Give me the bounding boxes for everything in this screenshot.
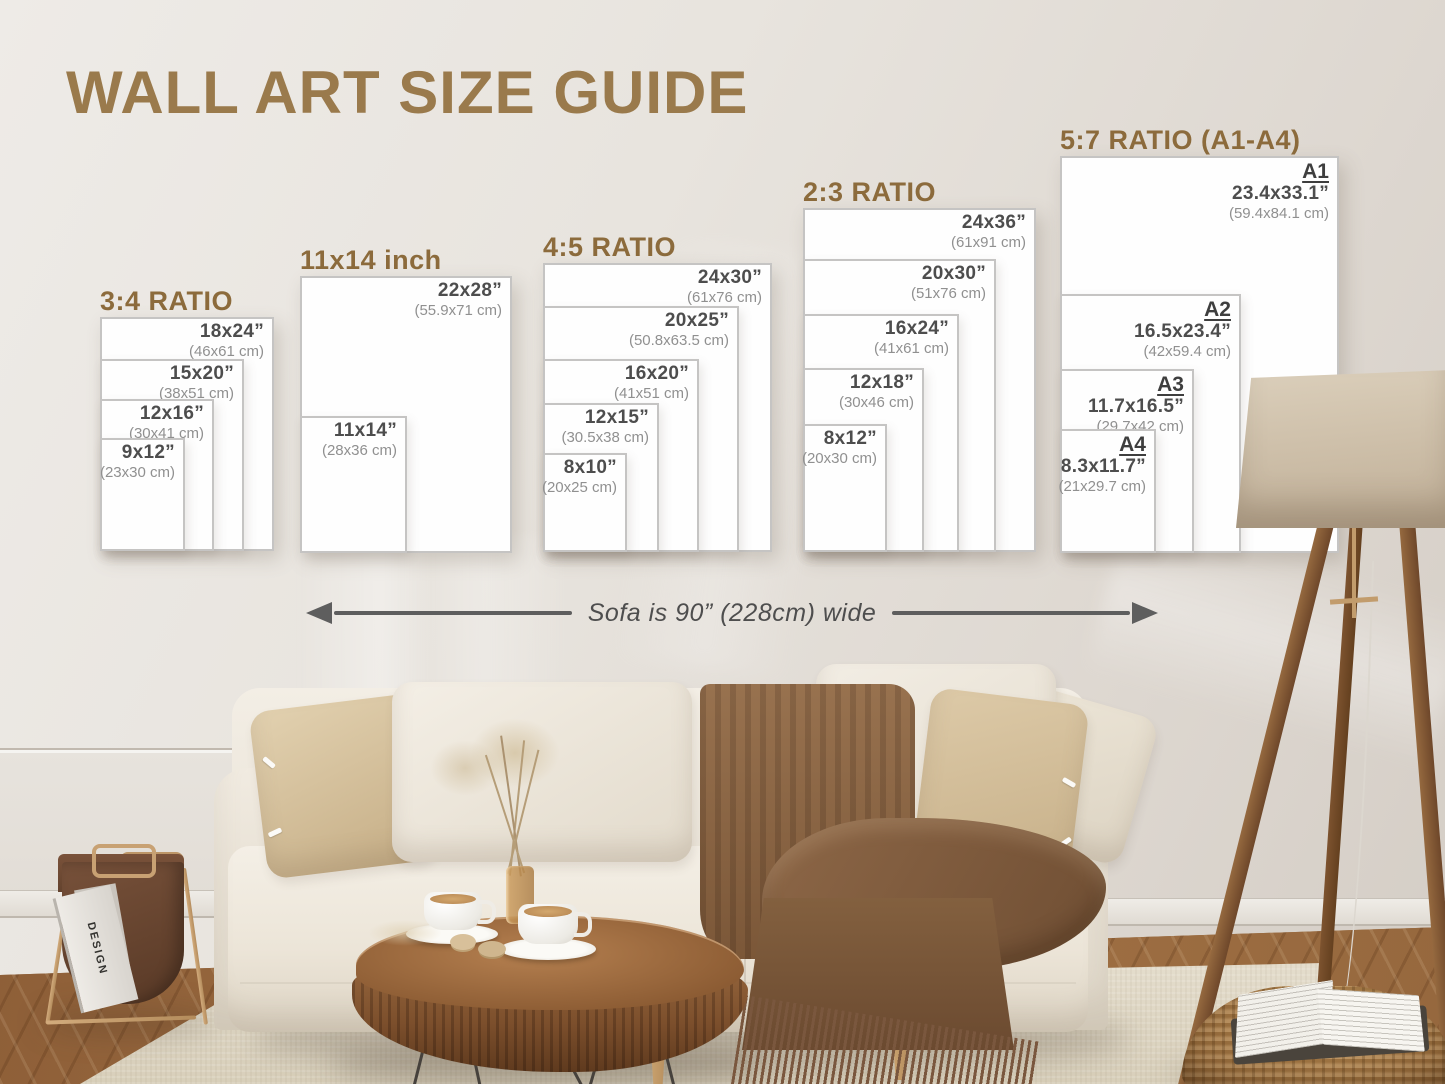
babys-breath-sprig	[368, 920, 442, 946]
poster-label: 18x24” (46x61 cm)	[188, 321, 264, 360]
poster-a4: A4 8.3x11.7” (21x29.7 cm)	[1058, 429, 1156, 553]
poster-label: A1 23.4x33.1” (59.4x84.1 cm)	[1228, 160, 1329, 222]
size-group-2-3-title: 2:3 RATIO	[803, 177, 937, 207]
arrow-left-icon	[306, 602, 332, 624]
poster-label: 12x16” (30x41 cm)	[128, 403, 204, 442]
macaron	[450, 934, 476, 950]
poster-label: 9x12” (23x30 cm)	[99, 442, 175, 481]
cup-handle	[574, 912, 592, 937]
size-group-4-5-title: 4:5 RATIO	[543, 232, 677, 262]
size-group-2-3: 2:3 RATIO 24x36” (61x91 cm) 20x30” (51x7…	[801, 177, 1036, 552]
coffee-surface	[430, 894, 476, 904]
poster-label: A4 8.3x11.7” (21x29.7 cm)	[1058, 433, 1146, 495]
poster-11x14: 11x14” (28x36 cm)	[300, 416, 407, 553]
macaron	[478, 941, 506, 957]
poster-label: 8x12” (20x30 cm)	[801, 428, 877, 467]
size-group-11x14: 11x14 inch 22x28” (55.9x71 cm) 11x14” (2…	[300, 245, 512, 553]
arrow-right-icon	[1132, 602, 1159, 624]
poster-label: 11x14” (28x36 cm)	[321, 420, 397, 459]
size-group-4-5: 4:5 RATIO 24x30” (61x76 cm) 20x25” (50.8…	[541, 232, 772, 552]
poster-8x10: 8x10” (20x25 cm)	[541, 453, 627, 552]
lamp-stem	[1352, 526, 1356, 618]
poster-label: 8x10” (20x25 cm)	[541, 457, 617, 496]
poster-label: 15x20” (38x51 cm)	[158, 363, 234, 402]
arrow-line	[334, 611, 572, 615]
poster-label: 20x30” (51x76 cm)	[910, 263, 986, 302]
poster-label: 22x28” (55.9x71 cm)	[414, 280, 502, 319]
sofa-width-annotation: Sofa is 90” (228cm) wide	[306, 596, 1159, 630]
coffee-surface	[524, 906, 572, 917]
baseboard-right	[1090, 898, 1445, 926]
size-group-5-7: 5:7 RATIO (A1-A4) A1 23.4x33.1” (59.4x84…	[1058, 125, 1339, 553]
poster-label: 12x15” (30.5x38 cm)	[561, 407, 649, 446]
book-page-right	[1317, 988, 1425, 1052]
poster-label: A2 16.5x23.4” (42x59.4 cm)	[1133, 298, 1231, 360]
arrow-line	[892, 611, 1131, 615]
size-group-11x14-title: 11x14 inch	[300, 245, 442, 275]
size-group-5-7-title: 5:7 RATIO (A1-A4)	[1060, 125, 1301, 155]
poster-8x12: 8x12” (20x30 cm)	[801, 424, 887, 552]
poster-label: 16x24” (41x61 cm)	[873, 318, 949, 357]
poster-9x12: 9x12” (23x30 cm)	[100, 438, 185, 551]
rack-handle-front	[92, 844, 156, 878]
magazine-title: DESIGN	[84, 920, 110, 977]
page-title: WALL ART SIZE GUIDE	[66, 59, 749, 126]
size-group-3-4: 3:4 RATIO 18x24” (46x61 cm) 15x20” (38x5…	[100, 286, 274, 551]
poster-label: 24x30” (61x76 cm)	[686, 267, 762, 306]
cup-handle	[478, 900, 496, 924]
poster-label: 12x18” (30x46 cm)	[838, 372, 914, 411]
poster-label: A3 11.7x16.5” (29.7x42 cm)	[1088, 373, 1184, 435]
size-group-3-4-title: 3:4 RATIO	[100, 286, 234, 316]
sofa-width-text: Sofa is 90” (228cm) wide	[587, 598, 877, 627]
poster-label: 16x20” (41x51 cm)	[613, 363, 689, 402]
poster-label: 24x36” (61x91 cm)	[950, 212, 1026, 251]
poster-label: 20x25” (50.8x63.5 cm)	[628, 310, 729, 349]
lamp-shade	[1236, 370, 1445, 528]
saucer	[500, 938, 596, 960]
